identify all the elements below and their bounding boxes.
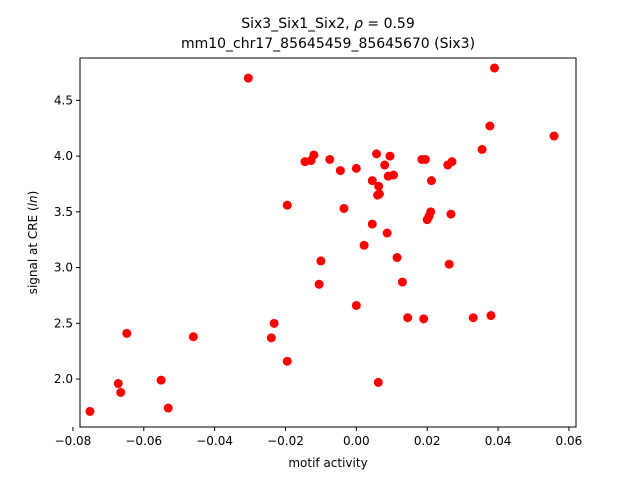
data-point [426,207,436,217]
data-point [243,73,253,83]
data-point [549,131,559,141]
y-axis-ticks: 2.0 2.5 3.0 3.5 4.0 4.5 [54,93,80,386]
y-tick-label: 2.5 [54,316,73,330]
chart-title-line1: Six3_Six1_Six2, ρ = 0.59 [241,16,415,32]
data-point [385,151,395,161]
data-point [359,240,369,250]
x-tick-label: 0.06 [556,434,583,448]
data-point [269,318,279,328]
data-point [477,144,487,154]
data-point [468,313,478,323]
data-point [122,328,132,338]
data-point [397,277,407,287]
data-point [309,150,319,160]
data-point [420,154,430,164]
data-point [188,332,198,342]
data-point [351,300,361,310]
x-axis-ticks: −0.08 −0.06 −0.04 −0.02 0.00 0.02 0.04 0.06 [55,427,583,448]
data-points [85,63,559,416]
data-point [447,157,457,167]
data-point [403,313,413,323]
data-point [389,170,399,180]
data-point [444,259,454,269]
data-point [373,377,383,387]
y-tick-label: 3.0 [54,261,73,275]
data-point [374,181,384,191]
data-point [351,163,361,173]
data-point [325,154,335,164]
data-point [382,228,392,238]
data-point [282,356,292,366]
data-point [335,166,345,176]
data-point [282,200,292,210]
data-point [316,256,326,266]
data-point [374,189,384,199]
x-tick-label: −0.06 [125,434,162,448]
x-tick-label: 0.02 [414,434,441,448]
data-point [113,379,123,389]
x-tick-label: 0.00 [343,434,370,448]
data-point [485,121,495,131]
data-point [486,311,496,321]
x-tick-label: −0.08 [55,434,92,448]
y-tick-label: 4.5 [54,93,73,107]
data-point [85,406,95,416]
data-point [392,253,402,263]
x-axis-label: motif activity [288,456,367,470]
y-axis-label: signal at CRE (ln) [26,191,40,295]
data-point [367,219,377,229]
y-tick-label: 4.0 [54,149,73,163]
y-tick-label: 2.0 [54,372,73,386]
data-point [367,176,377,186]
data-point [446,209,456,219]
y-tick-label: 3.5 [54,205,73,219]
data-point [156,375,166,385]
data-point [339,204,349,213]
data-point [380,160,390,170]
data-point [372,149,382,159]
x-tick-label: 0.04 [485,434,512,448]
chart-title-line2: mm10_chr17_85645459_85645670 (Six3) [181,36,475,52]
data-point [426,176,436,186]
x-tick-label: −0.04 [196,434,233,448]
data-point [314,279,324,289]
data-point [490,63,500,73]
x-tick-label: −0.02 [267,434,304,448]
data-point [419,314,429,324]
data-point [163,403,173,413]
plot-frame [79,57,577,428]
data-point [266,333,276,343]
data-point [116,387,126,397]
